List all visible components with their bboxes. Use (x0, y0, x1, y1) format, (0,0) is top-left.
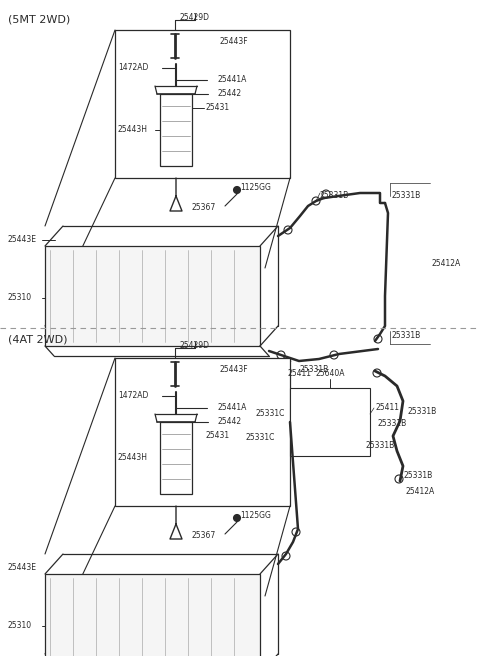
Text: 25331C: 25331C (255, 409, 284, 419)
Text: 25367: 25367 (192, 203, 216, 213)
Bar (45, 574, 260, 656)
Text: 25412A: 25412A (405, 487, 434, 495)
Text: 25310: 25310 (8, 293, 32, 302)
Text: 25310: 25310 (8, 621, 32, 630)
Text: 25331B: 25331B (392, 192, 421, 201)
Text: 25431: 25431 (206, 104, 230, 112)
Text: 25441A: 25441A (218, 403, 247, 413)
Bar (115, 358, 290, 506)
Text: 25429D: 25429D (180, 13, 210, 22)
Circle shape (208, 419, 214, 425)
Text: (4AT 2WD): (4AT 2WD) (8, 334, 68, 344)
Text: 25331B: 25331B (407, 407, 436, 415)
Text: 25331B: 25331B (378, 419, 407, 428)
Text: 25331B: 25331B (403, 472, 432, 480)
Text: 1125GG: 1125GG (240, 184, 271, 192)
Bar (160, 94, 192, 166)
Text: 1472AD: 1472AD (118, 64, 148, 73)
Bar (45, 246, 260, 346)
Text: 25331B: 25331B (392, 331, 421, 340)
Text: 25331C: 25331C (245, 434, 275, 443)
Text: 25412A: 25412A (432, 260, 461, 268)
Text: 25431: 25431 (206, 432, 230, 440)
Circle shape (233, 514, 240, 522)
Bar (160, 422, 192, 494)
Text: 25411: 25411 (375, 403, 399, 413)
Text: (5MT 2WD): (5MT 2WD) (8, 14, 70, 24)
Text: 25443H: 25443H (118, 125, 148, 134)
Text: 25331B: 25331B (320, 192, 349, 201)
Text: 25442: 25442 (218, 417, 242, 426)
Text: 25443F: 25443F (220, 365, 249, 375)
Text: 25331B: 25331B (299, 365, 328, 373)
Text: 25429D: 25429D (180, 341, 210, 350)
Text: 25331B: 25331B (365, 441, 394, 451)
Text: 25441A: 25441A (218, 75, 247, 85)
Text: 25443E: 25443E (8, 564, 37, 573)
Circle shape (233, 186, 240, 194)
Circle shape (208, 91, 214, 97)
Text: 25443F: 25443F (220, 37, 249, 47)
Text: 25443E: 25443E (8, 236, 37, 245)
Bar (115, 30, 290, 178)
Text: 25442: 25442 (218, 89, 242, 98)
Bar (290, 388, 370, 456)
Text: 25443H: 25443H (118, 453, 148, 462)
Text: 25367: 25367 (192, 531, 216, 541)
Text: 25411: 25411 (287, 369, 311, 377)
Text: 1125GG: 1125GG (240, 512, 271, 520)
Text: 1472AD: 1472AD (118, 392, 148, 401)
Text: 25640A: 25640A (315, 369, 345, 378)
